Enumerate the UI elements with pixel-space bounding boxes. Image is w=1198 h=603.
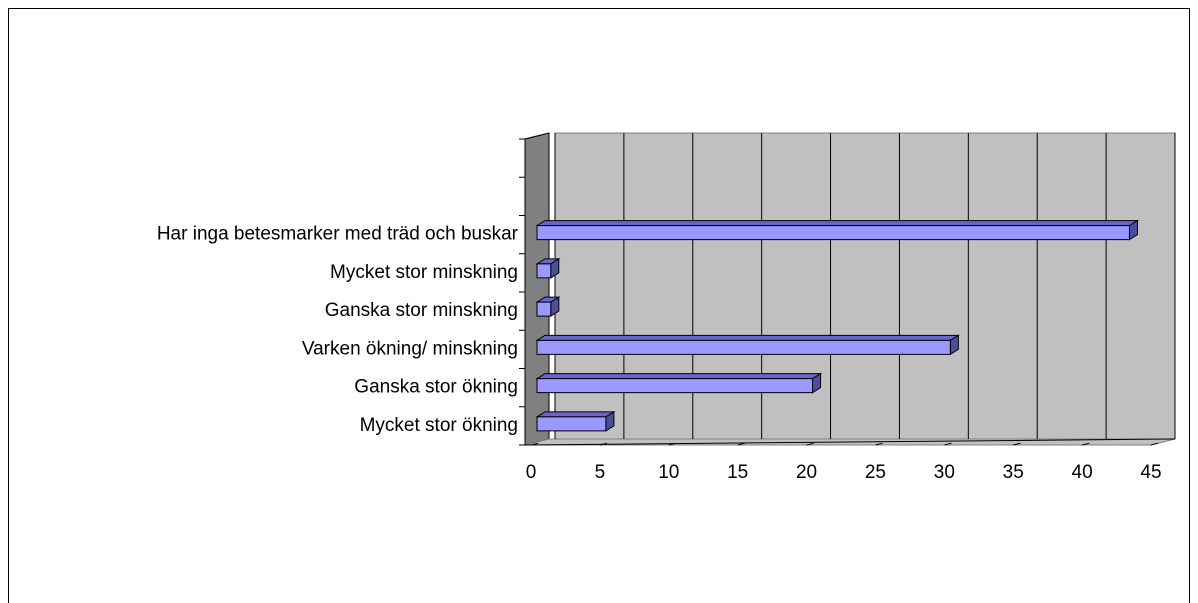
x-tick-label: 40 [1072,462,1093,483]
x-tick-label: 35 [1003,462,1024,483]
x-tick-label: 0 [526,462,537,483]
x-tick-label: 15 [727,462,748,483]
y-tick-label: Ganska stor ökning [354,377,518,398]
bar-top [535,334,961,341]
x-tick [875,442,883,446]
y-tick-label: Varken ökning/ minskning [302,338,518,359]
bar-front [536,416,607,432]
x-tick [737,442,745,446]
x-tick [1150,442,1159,446]
bar-front [536,301,552,317]
bar [535,257,561,279]
bar-front [536,263,552,279]
bar [535,410,616,432]
bar-top [535,411,616,418]
y-tick-label: Ganska stor minskning [325,300,518,321]
side-wall [524,132,550,446]
x-tick [1013,442,1021,446]
bar [535,372,823,394]
x-tick [944,442,952,446]
y-tick-label: Har inga betesmarker med träd och buskar [157,224,519,245]
x-tick-label: 25 [865,462,886,483]
x-tick-label: 30 [934,462,955,483]
bar-top [535,220,1140,227]
x-tick [1081,442,1090,446]
bar-front [536,339,951,355]
y-tick-label: Mycket stor minskning [330,262,518,283]
bar [535,296,561,318]
bar-front [536,378,814,394]
x-tick-label: 45 [1140,462,1161,483]
x-axis [524,438,1176,446]
x-tick-label: 5 [595,462,606,483]
y-tick-label: Mycket stor ökning [360,415,518,436]
y-axis-top [524,134,542,140]
bar [535,334,961,356]
x-tick-label: 20 [796,462,817,483]
bar-top [535,373,823,380]
x-tick [806,442,814,446]
bar-front [536,225,1130,241]
x-tick-label: 10 [658,462,679,483]
bar [535,219,1140,241]
